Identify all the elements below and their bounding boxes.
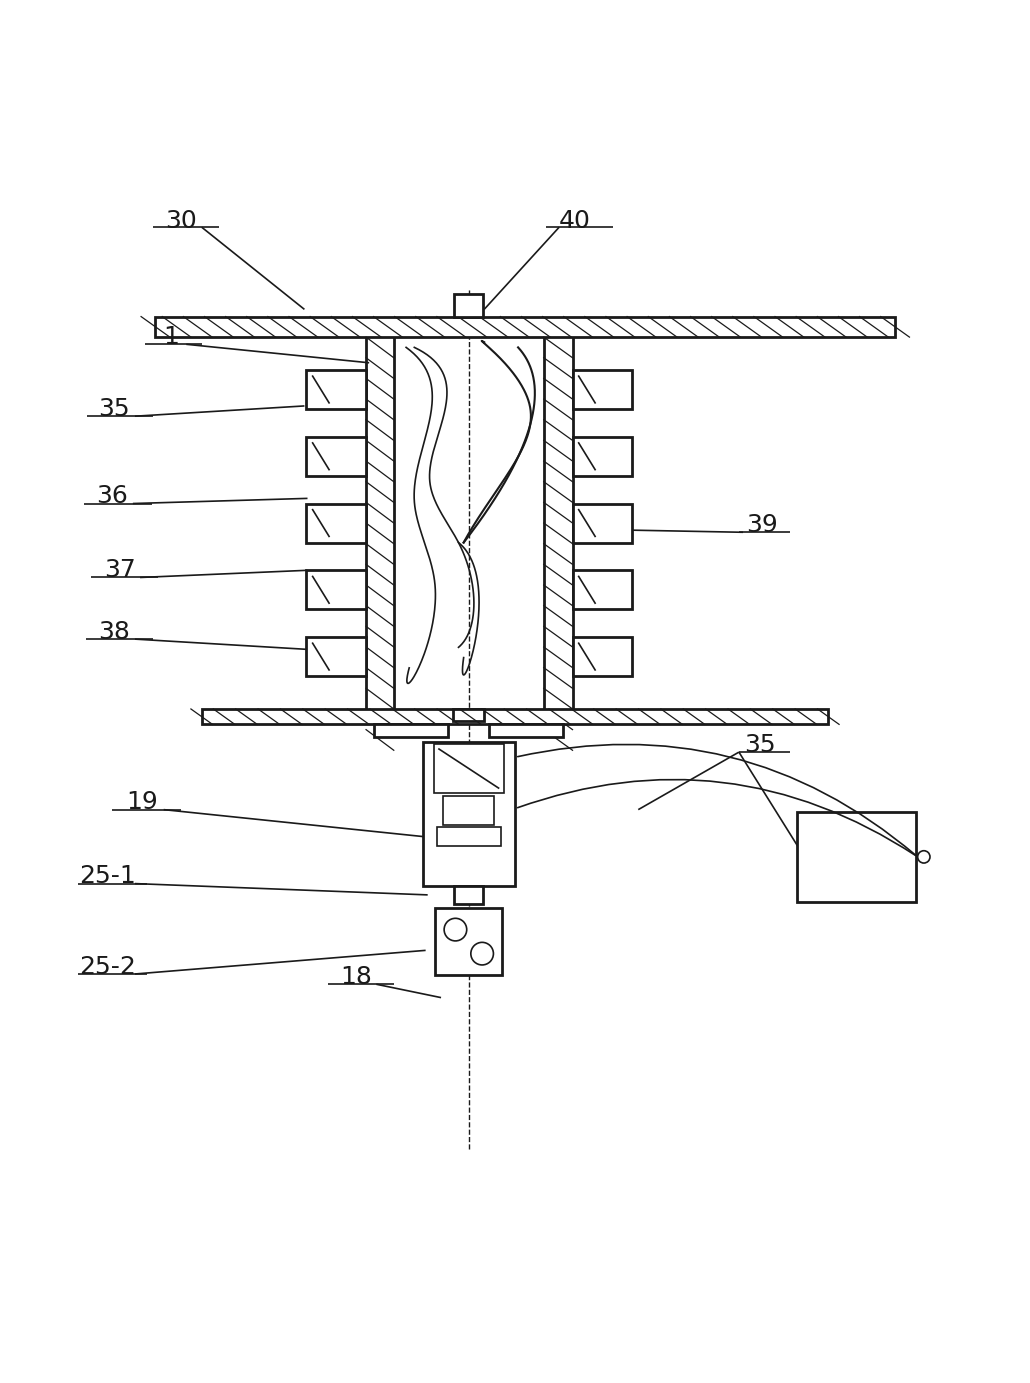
Circle shape: [918, 851, 930, 863]
Bar: [453, 709, 484, 722]
Bar: [573, 570, 632, 610]
Bar: [156, 317, 895, 337]
Bar: [422, 741, 515, 885]
Text: 35: 35: [744, 733, 776, 757]
Text: 36: 36: [97, 484, 129, 509]
Text: 38: 38: [99, 620, 131, 644]
Text: 35: 35: [99, 397, 130, 420]
Bar: [307, 503, 366, 542]
Text: 25-1: 25-1: [79, 864, 136, 888]
Bar: [573, 437, 632, 476]
Bar: [434, 744, 504, 794]
Text: 1: 1: [163, 325, 179, 349]
Circle shape: [444, 918, 467, 940]
Bar: [573, 503, 632, 542]
Circle shape: [471, 942, 493, 965]
Bar: [374, 725, 448, 737]
Bar: [202, 709, 828, 725]
Bar: [307, 638, 366, 676]
Bar: [436, 909, 503, 975]
Text: 19: 19: [127, 791, 158, 815]
Bar: [443, 797, 494, 826]
Text: 40: 40: [558, 209, 590, 232]
Text: 18: 18: [340, 965, 372, 989]
Text: 37: 37: [104, 559, 135, 582]
Bar: [797, 812, 916, 902]
Bar: [454, 885, 483, 904]
Bar: [489, 725, 563, 737]
Text: 30: 30: [165, 209, 197, 232]
Bar: [307, 437, 366, 476]
Bar: [454, 295, 483, 317]
Bar: [573, 371, 632, 409]
Bar: [307, 371, 366, 409]
Bar: [573, 638, 632, 676]
Bar: [437, 827, 501, 845]
Text: 39: 39: [746, 513, 778, 537]
Text: 25-2: 25-2: [78, 954, 136, 979]
Bar: [307, 570, 366, 610]
